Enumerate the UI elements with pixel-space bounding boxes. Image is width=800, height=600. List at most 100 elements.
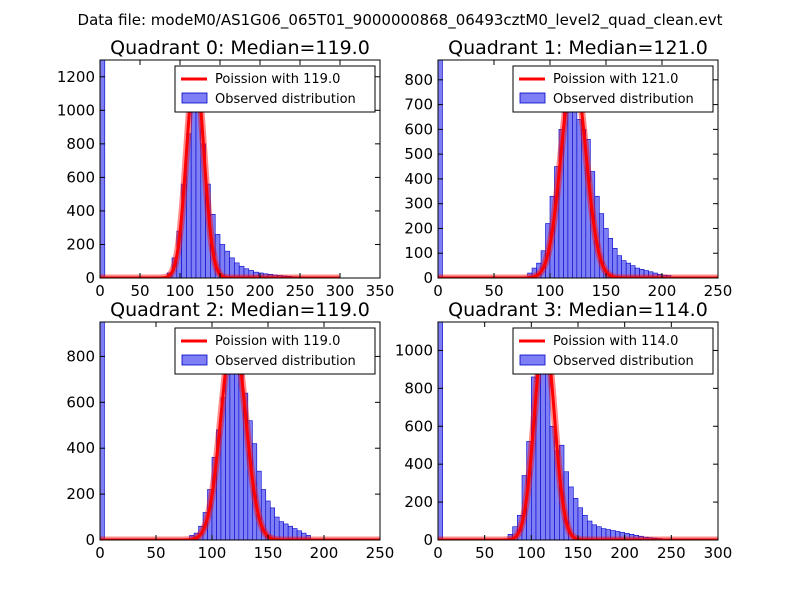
x-tick-label: 300 (326, 282, 355, 300)
x-tick-label: 50 (475, 544, 494, 562)
y-tick-label: 800 (404, 71, 433, 89)
legend: Poission with 119.0 Observed distribution (174, 65, 376, 113)
y-tick-label: 1000 (57, 101, 95, 119)
x-tick-label: 0 (433, 282, 443, 300)
y-tick-label: 600 (66, 393, 95, 411)
figure-suptitle: Data file: modeM0/AS1G06_065T01_90000008… (78, 11, 723, 30)
y-tick-label: 600 (66, 168, 95, 186)
y-tick-label: 200 (66, 235, 95, 253)
y-tick-label: 400 (404, 170, 433, 188)
axes-frame (99, 321, 381, 541)
y-tick-label: 400 (66, 202, 95, 220)
legend-observed-swatch (519, 92, 546, 104)
legend-observed-label: Observed distribution (215, 354, 356, 369)
x-tick-label: 200 (246, 282, 275, 300)
histogram-bar (100, 60, 106, 278)
chart-panel-3: 0 50 100 150 200 250 300 0 200 400 600 800 1000 Quadr… (395, 299, 733, 562)
x-tick-label: 100 (536, 282, 565, 300)
x-tick-label: 250 (657, 544, 686, 562)
y-tick-label: 1000 (395, 341, 433, 359)
histogram-bar (190, 103, 197, 278)
y-tick-label: 200 (66, 485, 95, 503)
x-tick-label: 150 (206, 282, 235, 300)
axes-frame (99, 59, 381, 279)
x-tick-label: 100 (198, 544, 227, 562)
x-tick-label: 350 (366, 282, 395, 300)
x-tick-label: 200 (648, 282, 677, 300)
chart-title: Quadrant 3: Median=114.0 (448, 299, 708, 321)
legend-box (174, 327, 376, 375)
legend-observed-label: Observed distribution (553, 354, 694, 369)
legend-observed-label: Observed distribution (553, 92, 694, 107)
y-tick-label: 700 (404, 96, 433, 114)
legend-poisson-label: Poission with 119.0 (215, 72, 340, 87)
legend-poisson-label: Poission with 114.0 (553, 334, 678, 349)
chart-panel-2: 0 50 100 150 200 250 0 200 400 600 800 Quadrant 2: … (66, 299, 394, 562)
legend-observed-swatch (181, 92, 208, 104)
legend-observed-swatch (181, 354, 208, 366)
x-tick-label: 150 (592, 282, 621, 300)
y-tick-label: 100 (404, 244, 433, 262)
x-tick-label: 50 (130, 282, 149, 300)
y-tick-label: 800 (404, 379, 433, 397)
histogram-bar (545, 372, 551, 540)
chart-title: Quadrant 1: Median=121.0 (448, 37, 708, 59)
y-tick-label: 300 (404, 195, 433, 213)
x-tick-label: 150 (254, 544, 283, 562)
y-tick-label: 400 (404, 455, 433, 473)
histogram-bar (438, 322, 443, 540)
legend-box (512, 327, 714, 375)
y-tick-label: 0 (85, 531, 95, 549)
histogram-bar (229, 356, 235, 540)
legend: Poission with 121.0 Observed distribution (512, 65, 714, 113)
y-tick-label: 600 (404, 120, 433, 138)
y-tick-label: 600 (404, 417, 433, 435)
x-tick-label: 0 (95, 282, 105, 300)
x-tick-label: 300 (704, 544, 733, 562)
legend: Poission with 114.0 Observed distribution (512, 327, 714, 375)
y-tick-label: 800 (66, 347, 95, 365)
chart-title: Quadrant 2: Median=119.0 (110, 299, 370, 321)
y-tick-label: 1200 (57, 68, 95, 86)
x-tick-label: 150 (564, 544, 593, 562)
y-tick-label: 0 (423, 269, 433, 287)
x-tick-label: 200 (610, 544, 639, 562)
axes-frame (437, 59, 719, 279)
legend-observed-label: Observed distribution (215, 92, 356, 107)
y-tick-label: 0 (85, 269, 95, 287)
histogram-bar (567, 99, 573, 278)
legend-box (174, 65, 376, 113)
x-tick-label: 250 (704, 282, 733, 300)
histogram-bar (100, 322, 105, 540)
x-tick-label: 100 (517, 544, 546, 562)
x-tick-label: 0 (433, 544, 443, 562)
x-tick-label: 200 (310, 544, 339, 562)
histogram-bar (576, 119, 582, 278)
y-tick-label: 200 (404, 219, 433, 237)
y-tick-label: 0 (423, 531, 433, 549)
x-tick-label: 50 (484, 282, 503, 300)
x-tick-label: 100 (166, 282, 195, 300)
y-tick-label: 200 (404, 493, 433, 511)
panels: 0 50 100 150 200 250 300 3500200400600800100012… (57, 37, 733, 562)
x-tick-label: 250 (286, 282, 315, 300)
histogram-bar (572, 106, 578, 278)
legend-poisson-label: Poission with 119.0 (215, 334, 340, 349)
chart-panel-0: 0 50 100 150 200 250 300 350 0 200 400 600 800 1000 12… (57, 37, 395, 300)
y-tick-label: 500 (404, 145, 433, 163)
x-tick-label: 50 (146, 544, 165, 562)
histogram-bar (438, 60, 443, 278)
legend: Poission with 119.0 Observed distribution (174, 327, 376, 375)
y-tick-label: 800 (66, 135, 95, 153)
chart-panel-1: 0 50 100 150 200 250 0 100 200 300 400 500 600 700 800… (404, 37, 732, 300)
legend-box (512, 65, 714, 113)
legend-poisson-label: Poission with 121.0 (553, 72, 678, 87)
histogram-bar (582, 515, 588, 540)
x-tick-label: 250 (366, 544, 395, 562)
y-tick-label: 400 (66, 439, 95, 457)
legend-observed-swatch (519, 354, 546, 366)
chart-title: Quadrant 0: Median=119.0 (110, 37, 370, 59)
x-tick-label: 0 (95, 544, 105, 562)
histogram-bar (577, 507, 583, 540)
